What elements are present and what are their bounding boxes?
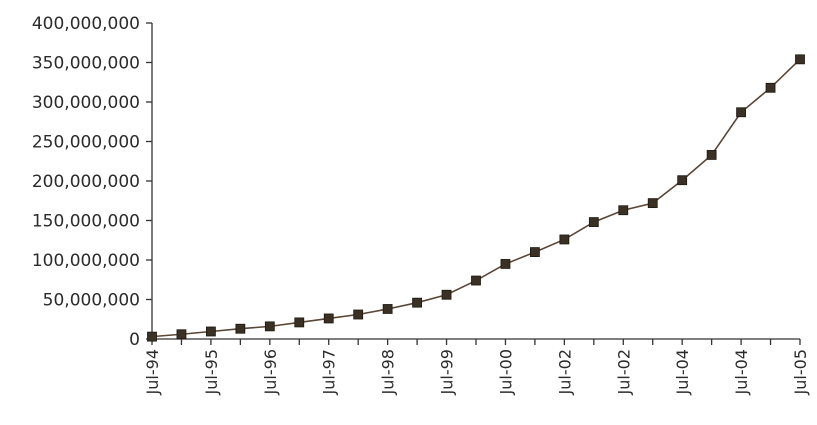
x-tick-label: Jul-98: [379, 349, 398, 395]
data-point: [441, 289, 452, 300]
y-tick-label: 250,000,000: [32, 133, 140, 153]
y-axis: 0 50,000,000 100,000,000 150,000,000 200,000…: [32, 14, 153, 350]
data-point: [588, 217, 599, 227]
data-point: [618, 205, 629, 216]
x-tick-label: Jul-96: [261, 349, 280, 395]
y-tick-label: 300,000,000: [32, 93, 140, 113]
x-tick-label: Jul-94: [143, 349, 162, 395]
y-tick-label: 200,000,000: [32, 172, 140, 192]
y-tick-label: 400,000,000: [32, 14, 140, 34]
data-point: [647, 198, 658, 209]
data-point: [795, 54, 805, 65]
x-tick-label: Jul-05: [791, 349, 810, 395]
x-tick-label: Jul-00: [496, 349, 515, 395]
x-tick-label: Jul-02: [555, 349, 574, 395]
series-group: [147, 54, 805, 342]
data-point: [706, 150, 717, 160]
data-point: [677, 175, 688, 186]
x-tick-label: Jul-99: [438, 349, 457, 395]
data-point: [500, 259, 511, 269]
y-tick-label: 150,000,000: [32, 212, 140, 232]
data-point: [353, 309, 364, 320]
series-line: [151, 58, 801, 338]
x-axis: Jul-94 Jul-95 Jul-96 Jul-97 Jul-98 Jul-99 Jul-…: [143, 338, 810, 395]
data-point: [323, 313, 334, 324]
data-point: [382, 304, 393, 314]
data-point: [559, 234, 570, 245]
data-point: [736, 107, 746, 118]
data-point: [235, 323, 246, 334]
x-tick-label: Jul-04: [673, 349, 692, 395]
data-point: [264, 321, 275, 332]
x-tick-label: Jul-95: [202, 349, 221, 395]
y-tick-label: 100,000,000: [32, 251, 140, 271]
data-point: [206, 326, 216, 337]
y-tick-label: 50,000,000: [43, 291, 140, 311]
data-point: [530, 247, 540, 258]
data-point: [176, 329, 187, 340]
y-tick-label: 0: [129, 330, 140, 350]
y-tick-label: 350,000,000: [32, 54, 140, 74]
data-point: [147, 331, 157, 342]
data-point: [294, 317, 305, 328]
data-point: [765, 82, 776, 93]
x-tick-label: Jul-04: [732, 349, 751, 395]
data-point: [412, 297, 422, 308]
x-tick-label: Jul-02: [614, 349, 633, 395]
x-tick-label: Jul-97: [320, 349, 339, 395]
data-point: [471, 275, 481, 286]
